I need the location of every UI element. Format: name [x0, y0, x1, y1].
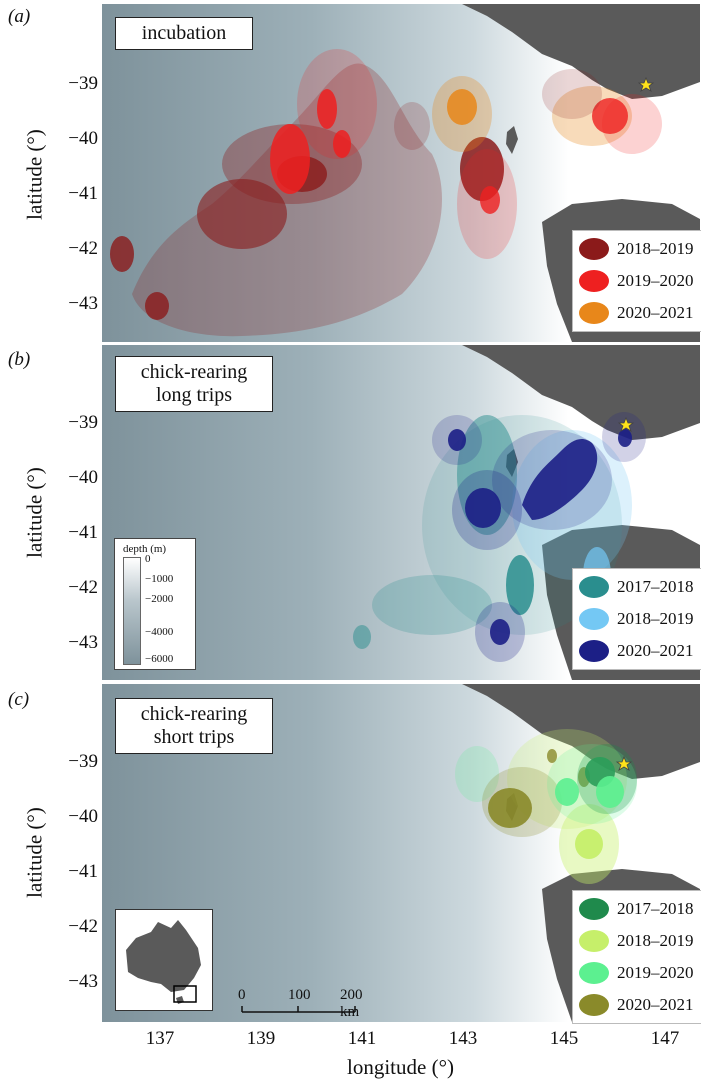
legend-swatch — [579, 930, 609, 952]
depth-legend-title: depth (m) — [123, 543, 167, 555]
depth-tick: −4000 — [145, 626, 174, 638]
legend-item: 2020–2021 — [579, 297, 695, 329]
xtick: 139 — [246, 1028, 276, 1049]
legend-label: 2019–2020 — [617, 963, 694, 982]
x-axis-label: longitude (°) — [347, 1055, 454, 1079]
legend-swatch — [579, 640, 609, 662]
australia-inset-map — [115, 909, 213, 1011]
legend-swatch — [579, 608, 609, 630]
legend-label: 2018–2019 — [617, 609, 694, 628]
xtick: 141 — [347, 1028, 377, 1049]
panel-b-title: chick-rearing long trips — [115, 356, 273, 412]
legend-swatch — [579, 962, 609, 984]
legend-swatch — [579, 238, 609, 260]
panel-c-ytick: −42 — [68, 916, 98, 937]
scale-label: 200 km — [340, 987, 363, 1020]
legend-label: 2020–2021 — [617, 641, 694, 660]
legend-swatch — [579, 898, 609, 920]
legend-label: 2020–2021 — [617, 303, 694, 322]
legend-label: 2018–2019 — [617, 239, 694, 258]
legend-swatch — [579, 270, 609, 292]
legend-item: 2018–2019 — [579, 603, 695, 635]
depth-legend: depth (m) 0 −1000 −2000 −4000 −6000 — [114, 538, 196, 670]
incubation-kernels — [110, 49, 662, 337]
xtick: 147 — [650, 1028, 680, 1049]
legend-label: 2019–2020 — [617, 271, 694, 290]
depth-tick: −6000 — [145, 653, 174, 665]
panel-a-ylabel: latitude (°) — [22, 129, 47, 220]
colony-star-icon — [615, 755, 633, 771]
king-island — [506, 126, 518, 154]
colony-star-icon — [617, 416, 635, 432]
panel-a-ytick: −41 — [68, 183, 98, 204]
legend-label: 2017–2018 — [617, 899, 694, 918]
depth-colorbar — [123, 557, 141, 665]
scale-bar-line — [241, 1006, 356, 1013]
xtick: 143 — [448, 1028, 478, 1049]
depth-tick: −2000 — [145, 593, 174, 605]
panel-c-legend: 2017–2018 2018–2019 2019–2020 2020–2021 — [572, 890, 701, 1024]
legend-item: 2020–2021 — [579, 635, 695, 667]
legend-label: 2020–2021 — [617, 995, 694, 1014]
panel-a-ytick: −39 — [68, 73, 98, 94]
panel-b-tag: (b) — [8, 349, 31, 370]
legend-item: 2019–2020 — [579, 265, 695, 297]
legend-item: 2019–2020 — [579, 957, 695, 989]
panel-c-tag: (c) — [8, 689, 30, 710]
panel-a-legend: 2018–2019 2019–2020 2020–2021 — [572, 230, 701, 332]
panel-c-ytick: −43 — [68, 971, 98, 992]
panel-a-ytick: −42 — [68, 238, 98, 259]
scale-label: 0 — [238, 987, 246, 1003]
panel-a-ytick: −43 — [68, 293, 98, 314]
panel-a-tag: (a) — [8, 6, 31, 27]
panel-b-ytick: −42 — [68, 577, 98, 598]
legend-item: 2017–2018 — [579, 893, 695, 925]
scale-label: 100 — [288, 987, 311, 1003]
legend-swatch — [579, 576, 609, 598]
panel-a-title: incubation — [115, 17, 253, 50]
legend-item: 2018–2019 — [579, 233, 695, 265]
short-trip-kernels — [455, 729, 637, 884]
depth-tick: 0 — [145, 553, 151, 565]
scale-bar: 0 100 200 km — [238, 987, 380, 1020]
study-area-box — [173, 985, 197, 1003]
panel-c-ytick: −40 — [68, 806, 98, 827]
legend-item: 2020–2021 — [579, 989, 695, 1021]
xtick: 137 — [145, 1028, 175, 1049]
panel-c-ytick: −39 — [68, 751, 98, 772]
panel-c-ylabel: latitude (°) — [22, 807, 47, 898]
legend-item: 2018–2019 — [579, 925, 695, 957]
panel-b-ytick: −40 — [68, 467, 98, 488]
depth-tick: −1000 — [145, 573, 174, 585]
panel-b-ylabel: latitude (°) — [22, 467, 47, 558]
panel-b-ytick: −43 — [68, 632, 98, 653]
legend-label: 2018–2019 — [617, 931, 694, 950]
australia-inset-icon — [126, 920, 201, 1004]
map-panel-a — [102, 4, 700, 342]
panel-b-ytick: −41 — [68, 522, 98, 543]
mainland-australia — [462, 345, 700, 440]
colony-star-icon — [637, 76, 655, 92]
legend-label: 2017–2018 — [617, 577, 694, 596]
legend-item: 2017–2018 — [579, 571, 695, 603]
legend-swatch — [579, 994, 609, 1016]
mainland-australia — [462, 684, 700, 779]
legend-swatch — [579, 302, 609, 324]
panel-c-title: chick-rearing short trips — [115, 698, 273, 754]
panel-a-ytick: −40 — [68, 128, 98, 149]
panel-b-ytick: −39 — [68, 412, 98, 433]
mainland-australia — [462, 4, 700, 99]
xtick: 145 — [549, 1028, 579, 1049]
panel-c-ytick: −41 — [68, 861, 98, 882]
panel-b-legend: 2017–2018 2018–2019 2020–2021 — [572, 568, 701, 670]
